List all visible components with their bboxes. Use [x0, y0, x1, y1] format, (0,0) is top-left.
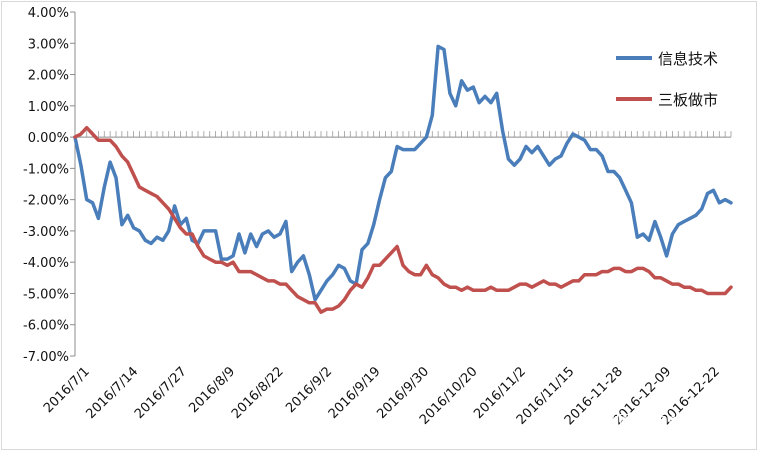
- wechat-icon-dot-2: [590, 416, 594, 420]
- y-tick-label: -2.00%: [23, 194, 69, 209]
- legend-label: 三板做市: [658, 91, 718, 109]
- y-tick-label: -5.00%: [23, 287, 69, 302]
- y-tick-label: -4.00%: [23, 256, 69, 271]
- y-tick-label: -7.00%: [23, 350, 69, 365]
- legend-label: 信息技术: [658, 50, 718, 68]
- chart-frame: [1, 1, 757, 450]
- y-tick-label: 4.00%: [28, 6, 69, 21]
- y-tick-label: 2.00%: [28, 69, 69, 84]
- series-line-1: [73, 125, 733, 314]
- wechat-icon: [580, 410, 598, 428]
- watermark: 微信号: sanbanhu: [580, 410, 721, 428]
- y-tick-label: 3.00%: [28, 37, 69, 52]
- y-tick-label: -3.00%: [23, 225, 69, 240]
- y-axis: 4.00% 3.00% 2.00% 1.00% 0.00% -1.00% -2.00% -3.…: [23, 6, 76, 365]
- wechat-icon-dot: [584, 416, 588, 420]
- watermark-text: 微信号: sanbanhu: [601, 412, 721, 428]
- series-line-0: [73, 44, 733, 302]
- y-tick-label: -1.00%: [23, 162, 69, 177]
- y-tick-label: -6.00%: [23, 319, 69, 334]
- series-layer: [73, 44, 733, 314]
- y-tick-label: 1.00%: [28, 100, 69, 115]
- y-tick-label: 0.00%: [28, 131, 69, 146]
